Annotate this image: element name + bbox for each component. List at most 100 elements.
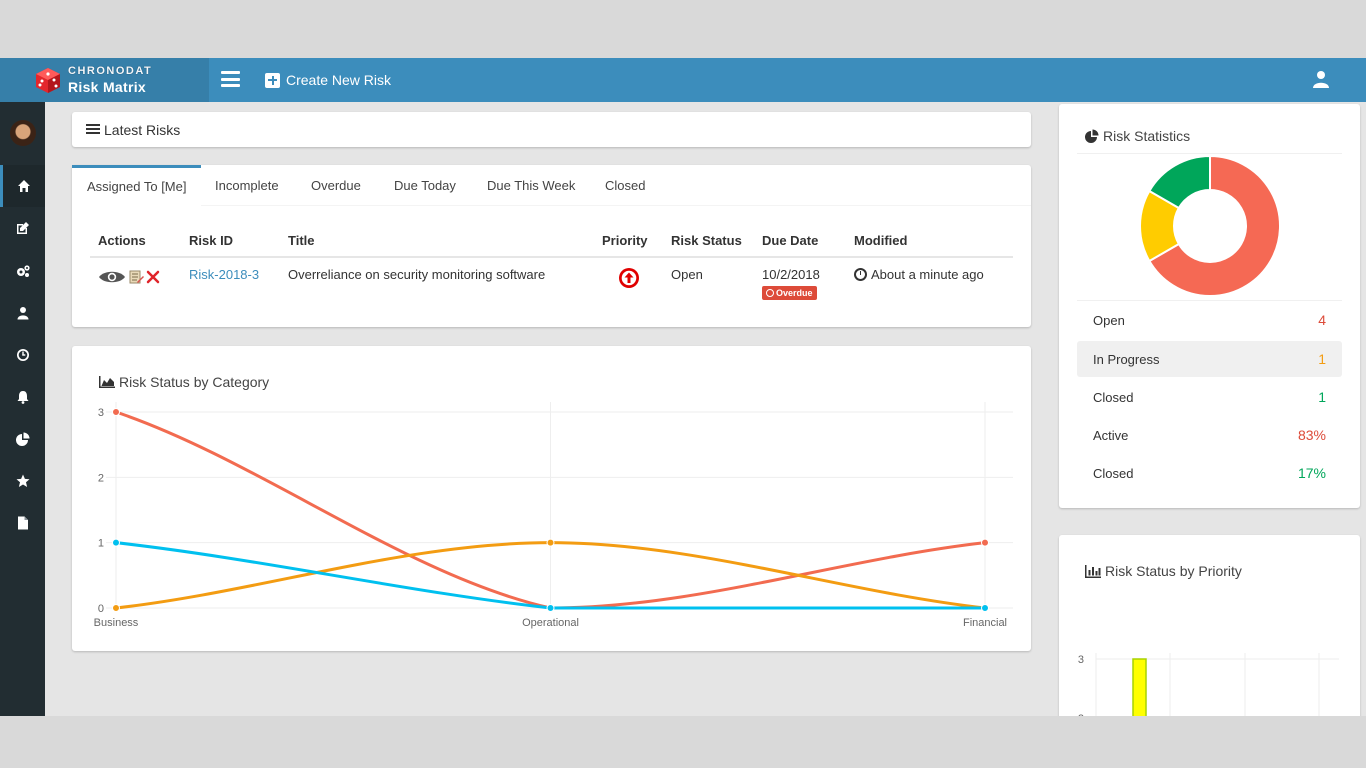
latest-risks-title: Latest Risks — [104, 122, 181, 138]
risks-table: Actions Risk ID Title Priority Risk Stat… — [90, 224, 1013, 309]
x-tick-label: Business — [94, 617, 139, 629]
gears-icon — [16, 265, 30, 277]
stat-row-in-progress[interactable]: In Progress 1 — [1077, 341, 1342, 377]
plus-square-icon — [265, 72, 280, 88]
pie-chart-icon — [15, 432, 29, 446]
stat-label: Closed — [1093, 465, 1134, 481]
y-tick-label: 2 — [1078, 713, 1084, 716]
divider — [1077, 300, 1342, 301]
menu-toggle-icon[interactable] — [221, 71, 240, 87]
star-icon — [16, 474, 29, 487]
edit-note-icon[interactable] — [128, 269, 144, 285]
category-chart-title: Risk Status by Category — [119, 374, 270, 390]
edit-icon — [16, 222, 29, 234]
dice-icon — [36, 68, 60, 93]
stat-row-open[interactable]: Open 4 — [1077, 302, 1342, 338]
stat-value: 1 — [1318, 351, 1326, 367]
data-point — [112, 538, 120, 547]
tab-due-today[interactable]: Due Today — [394, 178, 456, 193]
risk-id-link[interactable]: Risk-2018-3 — [189, 267, 260, 282]
data-point — [546, 538, 555, 547]
sidebar-item-history[interactable] — [0, 334, 45, 376]
top-navbar: CHRONODAT Risk Matrix Create New Risk — [0, 58, 1366, 102]
risk-statistics-card: Risk Statistics Open 4 In Progress 1 Clo… — [1059, 104, 1360, 508]
stat-row-closed-percent[interactable]: Closed 17% — [1077, 455, 1342, 491]
data-point — [546, 604, 555, 612]
clock-icon — [16, 349, 29, 361]
sidebar-item-home[interactable] — [0, 165, 45, 207]
clock-icon — [854, 268, 867, 281]
avatar[interactable] — [10, 120, 36, 146]
column-header-due-date: Due Date — [754, 224, 846, 258]
donut-slice-2 — [1148, 155, 1211, 210]
latest-risks-panel: Assigned To [Me] Incomplete Overdue Due … — [72, 165, 1031, 327]
arrow-up-circle-icon — [619, 268, 639, 288]
pie-chart-icon — [1085, 129, 1099, 143]
brand-logo[interactable]: CHRONODAT Risk Matrix — [0, 58, 209, 102]
sidebar-item-notifications[interactable] — [0, 376, 45, 418]
stat-row-closed[interactable]: Closed 1 — [1077, 379, 1342, 415]
category-line-chart: 0 1 2 3 Business Operational Financial — [94, 402, 1013, 629]
backdrop — [0, 716, 1366, 768]
risk-statistics-donut-chart — [1139, 155, 1281, 297]
column-header-modified: Modified — [846, 224, 1013, 258]
data-point — [981, 538, 989, 547]
stat-value: 17% — [1297, 465, 1326, 481]
column-header-risk-status: Risk Status — [663, 224, 754, 258]
bar-0 — [1132, 658, 1147, 716]
create-new-risk-button[interactable]: Create New Risk — [265, 70, 391, 90]
row-actions — [90, 257, 181, 309]
risk-status: Open — [671, 267, 703, 282]
overdue-badge-label: Overdue — [776, 288, 813, 298]
data-point — [112, 604, 120, 612]
data-point — [112, 408, 120, 416]
clock-icon — [766, 289, 774, 297]
stat-value: 4 — [1318, 312, 1326, 328]
y-tick-label: 1 — [98, 538, 104, 550]
stat-label: Open — [1093, 312, 1125, 328]
list-icon — [86, 124, 100, 136]
x-tick-label: Operational — [522, 617, 579, 629]
bell-icon — [17, 391, 28, 404]
sidebar-item-users[interactable] — [0, 292, 45, 334]
due-date: 10/2/2018 — [762, 267, 820, 282]
x-tick-label: Financial — [963, 617, 1007, 629]
tab-assigned-to-me[interactable]: Assigned To [Me] — [72, 165, 202, 206]
priority-bar-chart: 32 — [1078, 653, 1339, 716]
stat-row-active-percent[interactable]: Active 83% — [1077, 417, 1342, 453]
y-tick-label: 3 — [1078, 654, 1084, 666]
home-icon — [18, 180, 30, 192]
sidebar-item-reports[interactable] — [0, 418, 45, 460]
risk-title: Overreliance on security monitoring soft… — [288, 267, 546, 282]
app: CHRONODAT Risk Matrix Create New Risk — [0, 58, 1366, 716]
column-header-title: Title — [280, 224, 594, 258]
sidebar-item-favorites[interactable] — [0, 460, 45, 502]
risk-tabs: Assigned To [Me] Incomplete Overdue Due … — [72, 165, 1031, 206]
sidebar-item-documents[interactable] — [0, 502, 45, 544]
brand-name: CHRONODAT — [68, 65, 153, 77]
priority-chart-title: Risk Status by Priority — [1105, 563, 1242, 579]
user-icon — [17, 307, 28, 320]
stat-label: Active — [1093, 427, 1129, 443]
tab-overdue[interactable]: Overdue — [311, 178, 361, 193]
sidebar — [0, 102, 45, 716]
sidebar-item-settings[interactable] — [0, 250, 45, 292]
y-tick-label: 0 — [98, 603, 104, 615]
view-eye-icon[interactable] — [98, 270, 126, 284]
bar-chart-icon — [1085, 564, 1101, 578]
sidebar-item-edit[interactable] — [0, 207, 45, 249]
column-header-priority: Priority — [594, 224, 663, 258]
create-new-risk-label: Create New Risk — [286, 72, 392, 88]
divider — [1077, 153, 1342, 154]
delete-x-icon[interactable] — [146, 270, 160, 284]
tab-incomplete[interactable]: Incomplete — [215, 178, 279, 193]
table-row: Risk-2018-3 Overreliance on security mon… — [90, 257, 1013, 309]
tab-closed[interactable]: Closed — [605, 178, 646, 193]
stat-value: 83% — [1297, 427, 1326, 443]
latest-risks-header: Latest Risks — [72, 112, 1031, 147]
tab-due-this-week[interactable]: Due This Week — [487, 178, 576, 193]
user-menu-icon[interactable] — [1312, 70, 1330, 88]
modified-time: About a minute ago — [871, 267, 984, 282]
stat-label: Closed — [1093, 389, 1134, 405]
risk-status-by-priority-card: Risk Status by Priority 32 — [1059, 535, 1360, 716]
